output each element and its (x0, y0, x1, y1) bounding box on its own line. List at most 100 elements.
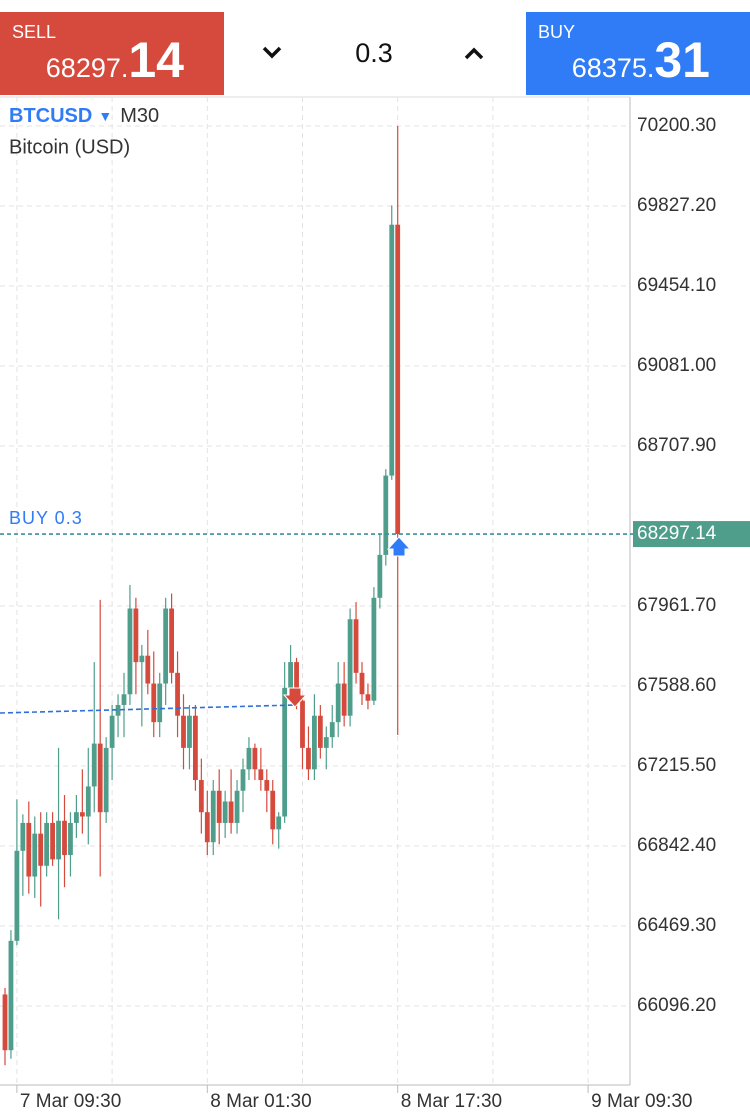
x-tick-label: 8 Mar 01:30 (210, 1091, 311, 1112)
y-tick-label: 70200.30 (637, 115, 716, 136)
candle-body (389, 224, 395, 476)
x-tick-label: 7 Mar 09:30 (20, 1091, 121, 1112)
candle-body (163, 608, 169, 684)
timeframe: M30 (120, 105, 159, 127)
candle-body (151, 683, 157, 723)
y-tick-label: 69081.00 (637, 355, 716, 376)
buy-price-big: 31 (654, 32, 710, 88)
y-tick-label: 67588.60 (637, 675, 716, 696)
candle-body (347, 619, 353, 716)
candle-body (329, 722, 335, 738)
candle-body (228, 801, 234, 823)
candle-body (371, 597, 377, 701)
candle-body (395, 224, 401, 535)
candle-body (383, 475, 389, 555)
candle-body (323, 737, 329, 748)
candle-body (288, 662, 293, 688)
candle-body (26, 822, 32, 877)
candle-body (335, 683, 341, 723)
y-tick-label: 66096.20 (637, 995, 716, 1016)
candle-body (341, 683, 347, 716)
buy-price-main: 68375. (571, 53, 655, 83)
candle-body (246, 747, 252, 770)
candle-body (294, 662, 299, 701)
volume[interactable]: 0.3 (355, 38, 393, 68)
candle-body (234, 790, 240, 823)
candle-body (139, 655, 145, 663)
current-price-label: 68297.14 (637, 523, 717, 544)
y-tick-label: 67215.50 (637, 755, 716, 776)
y-tick-label: 69454.10 (637, 275, 716, 296)
sell-price: 68297.14 (46, 31, 184, 89)
y-tick-label: 67961.70 (637, 595, 716, 616)
candle-body (276, 816, 282, 830)
candle-body (353, 619, 359, 673)
candle-body (282, 687, 288, 817)
sell-price-main: 68297. (45, 53, 129, 83)
candle-body (109, 715, 115, 748)
candle-body (312, 715, 317, 770)
candle-body (14, 850, 20, 941)
candle-body (56, 820, 61, 860)
candle-body (50, 822, 55, 860)
trade-line (0, 704, 296, 714)
candle-body (68, 822, 73, 856)
candle-body (175, 672, 180, 716)
candle-body (306, 747, 311, 770)
x-tick-label: 9 Mar 09:30 (591, 1091, 692, 1112)
y-tick-label: 68707.90 (637, 435, 716, 456)
candle-body (258, 769, 264, 781)
candle-body (198, 780, 204, 813)
symbol: BTCUSD (9, 105, 92, 127)
candle-body (62, 820, 67, 856)
sell-label: SELL (12, 22, 57, 42)
buy-label: BUY (538, 22, 576, 42)
candle-body (181, 715, 186, 748)
symbol-header[interactable]: BTCUSD ▼ M30 (9, 105, 159, 127)
candle-body (365, 694, 371, 701)
candle-body (103, 747, 109, 813)
candle-body (240, 769, 246, 791)
candle-body (2, 994, 8, 1051)
sell-button[interactable]: SELL 68297.14 (0, 12, 224, 95)
plot-area (0, 97, 630, 1085)
position-label: BUY 0.3 (9, 508, 83, 528)
candle-body (157, 683, 163, 723)
subtitle: Bitcoin (USD) (9, 136, 130, 158)
candle-body (32, 833, 38, 877)
candle-body (359, 672, 365, 695)
candle-body (193, 715, 198, 781)
candle-body (377, 554, 383, 598)
symbol-dropdown: ▼ (98, 108, 112, 124)
candle-body (216, 790, 222, 823)
candle-body (74, 812, 79, 823)
current-price-box (633, 521, 750, 548)
candle-body (317, 715, 323, 748)
y-tick-label: 66842.40 (637, 835, 716, 856)
candle-body (300, 700, 305, 748)
y-tick-label: 66469.30 (637, 915, 716, 936)
candle-body (44, 822, 50, 866)
candle-body (97, 743, 103, 813)
candle-body (270, 790, 276, 830)
x-tick-label: 8 Mar 17:30 (401, 1091, 502, 1112)
candle-body (133, 608, 139, 663)
candle-body (115, 704, 121, 716)
candle-body (204, 812, 210, 843)
candle-body (210, 790, 216, 843)
candle-body (91, 743, 97, 787)
candle-body (121, 694, 127, 705)
candle-body (222, 801, 228, 823)
buy-arrow (386, 536, 412, 557)
buy-price: 68375.31 (572, 31, 710, 89)
y-tick-label: 69827.20 (637, 195, 716, 216)
candle-body (85, 786, 91, 817)
candle-body (38, 833, 44, 866)
sell-arrow (282, 687, 308, 708)
candle-body (252, 747, 258, 770)
candle-body (264, 780, 270, 791)
candle-body (187, 715, 192, 748)
buy-button[interactable]: BUY 68375.31 (526, 12, 750, 95)
